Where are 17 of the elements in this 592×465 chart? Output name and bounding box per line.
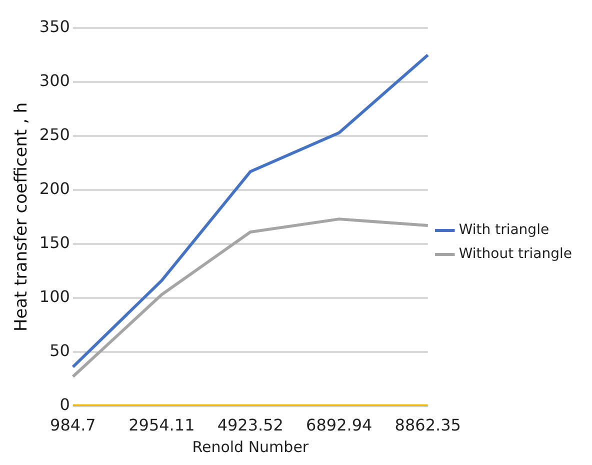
y-tick-label: 250: [39, 125, 70, 144]
y-tick-label: 0: [60, 394, 70, 414]
x-tick-label: 6892.94: [306, 416, 372, 435]
x-tick-label: 4923.52: [217, 416, 284, 435]
y-tick-label: 150: [39, 233, 70, 252]
y-tick-label: 300: [39, 71, 70, 90]
legend-label: Without triangle: [458, 246, 572, 262]
y-tick-label: 100: [39, 287, 70, 306]
y-tick-label: 50: [50, 340, 70, 360]
x-axis-title: Renold Number: [192, 438, 310, 456]
legend-label: With triangle: [458, 222, 550, 238]
x-tick-label: 2954.11: [128, 416, 195, 435]
y-tick-label: 350: [39, 17, 70, 36]
x-tick-label: 8862.35: [394, 416, 461, 435]
y-tick-label: 200: [39, 179, 70, 198]
y-axis-title: Heat transfer coefficent , h: [12, 102, 32, 332]
x-tick-label: 984.7: [50, 416, 96, 435]
